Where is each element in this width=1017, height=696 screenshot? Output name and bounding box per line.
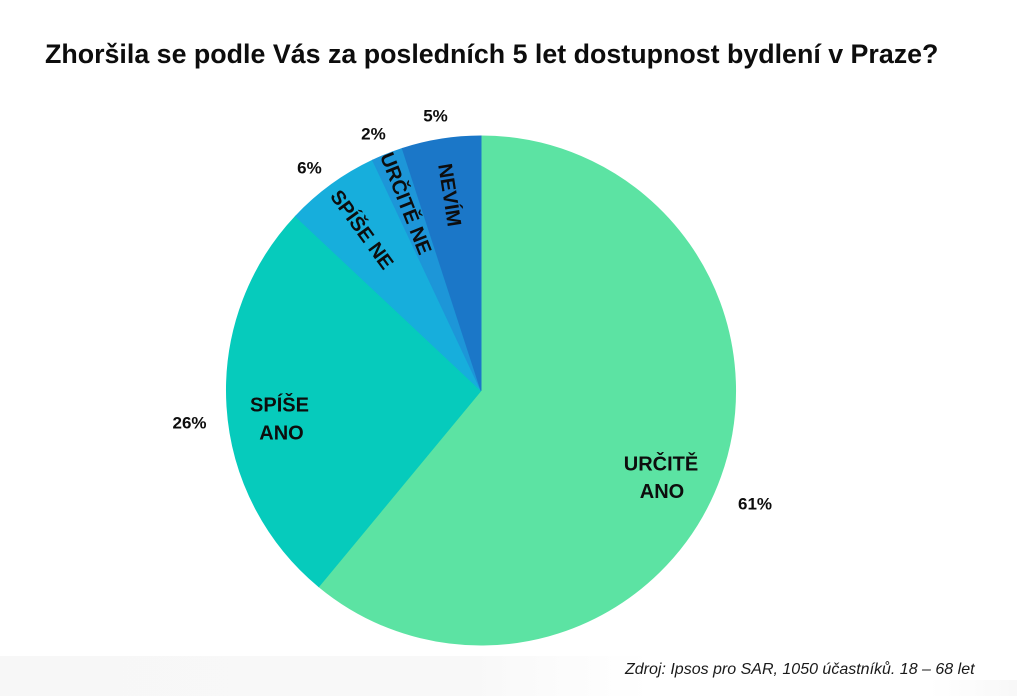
- svg-text:2%: 2%: [361, 124, 386, 143]
- svg-text:ANO: ANO: [259, 422, 303, 444]
- svg-text:6%: 6%: [297, 158, 322, 177]
- svg-text:26%: 26%: [172, 413, 206, 432]
- svg-text:URČITĚ: URČITĚ: [624, 452, 698, 476]
- svg-text:SPÍŠE: SPÍŠE: [250, 392, 309, 416]
- svg-text:61%: 61%: [738, 495, 772, 514]
- svg-text:5%: 5%: [423, 107, 448, 126]
- svg-text:ANO: ANO: [640, 481, 684, 503]
